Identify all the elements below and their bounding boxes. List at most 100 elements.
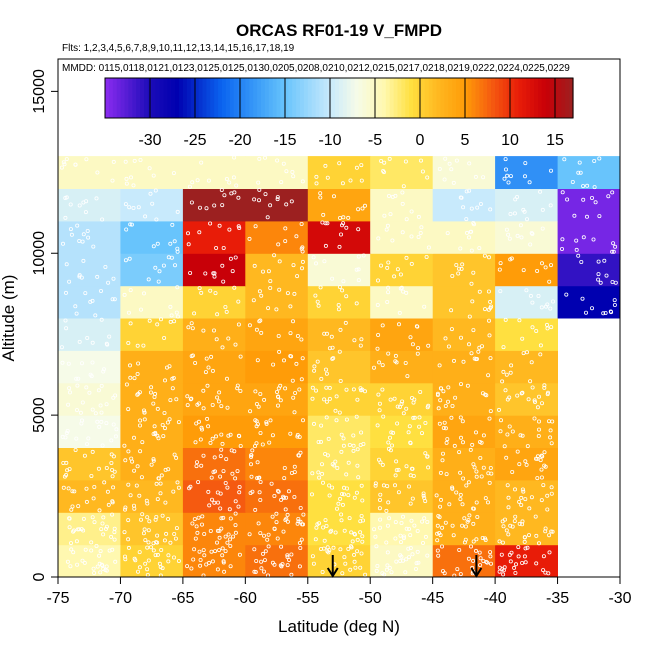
sample-point bbox=[218, 454, 223, 459]
sample-point bbox=[276, 333, 281, 338]
sample-point bbox=[540, 207, 545, 212]
sample-point bbox=[69, 547, 74, 552]
sample-point bbox=[111, 422, 116, 427]
colorbar-segment bbox=[514, 78, 519, 118]
sample-point bbox=[256, 404, 261, 409]
y-tick-label: 15000 bbox=[31, 69, 48, 114]
sample-point bbox=[142, 417, 147, 422]
sample-point bbox=[227, 227, 232, 232]
sample-point bbox=[145, 545, 150, 550]
sample-point bbox=[339, 518, 344, 523]
sample-point bbox=[560, 246, 565, 251]
colorbar-segment bbox=[198, 78, 204, 118]
sample-point bbox=[318, 439, 323, 444]
sample-point bbox=[393, 520, 398, 525]
sample-point bbox=[602, 258, 607, 263]
sample-point bbox=[438, 398, 443, 403]
colorbar-segment bbox=[354, 78, 360, 118]
sample-point bbox=[467, 513, 472, 518]
heatmap-cell bbox=[557, 253, 621, 287]
sample-point bbox=[91, 566, 96, 571]
sample-point bbox=[378, 263, 383, 268]
sample-point bbox=[352, 532, 357, 537]
sample-point bbox=[212, 274, 217, 279]
sample-point bbox=[97, 508, 102, 513]
sample-point bbox=[334, 418, 339, 423]
sample-point bbox=[458, 246, 463, 251]
sample-point bbox=[232, 155, 237, 160]
sample-point bbox=[75, 383, 80, 388]
heatmap-cell bbox=[58, 285, 121, 319]
sample-point bbox=[499, 552, 504, 557]
sample-point bbox=[375, 278, 380, 283]
sample-point bbox=[160, 513, 165, 518]
sample-point bbox=[312, 368, 317, 373]
sample-point bbox=[339, 432, 344, 437]
sample-point bbox=[350, 539, 355, 544]
sample-point bbox=[283, 239, 288, 244]
sample-point bbox=[338, 547, 343, 552]
sample-point bbox=[62, 162, 67, 167]
sample-point bbox=[464, 217, 469, 222]
sample-point bbox=[333, 408, 338, 413]
sample-point bbox=[138, 449, 143, 454]
sample-point bbox=[406, 546, 411, 551]
heatmap-cell bbox=[58, 253, 121, 287]
sample-point bbox=[518, 433, 523, 438]
sample-point bbox=[425, 553, 430, 558]
sample-point bbox=[376, 392, 381, 397]
colorbar-segment bbox=[487, 78, 492, 118]
sample-point bbox=[256, 198, 261, 203]
sample-point bbox=[66, 402, 71, 407]
colorbar-segment bbox=[545, 78, 551, 118]
sample-point bbox=[574, 238, 579, 243]
sample-point bbox=[403, 159, 408, 164]
sample-point bbox=[387, 516, 392, 521]
sample-point bbox=[458, 497, 463, 502]
sample-point bbox=[538, 343, 543, 348]
sample-point bbox=[136, 361, 141, 366]
heatmap-cell bbox=[432, 350, 496, 384]
sample-point bbox=[550, 529, 555, 534]
sample-point bbox=[352, 552, 357, 557]
colorbar-segment bbox=[300, 78, 305, 118]
sample-point bbox=[100, 217, 105, 222]
colorbar-segment bbox=[541, 78, 547, 118]
sample-point bbox=[460, 523, 465, 528]
sample-point bbox=[324, 524, 329, 529]
sample-point bbox=[138, 517, 143, 522]
sample-point bbox=[542, 450, 547, 455]
heatmap-cell bbox=[182, 350, 246, 384]
sample-point bbox=[175, 209, 180, 214]
sample-point bbox=[290, 319, 295, 324]
sample-point bbox=[435, 548, 440, 553]
sample-point bbox=[501, 524, 506, 529]
sample-point bbox=[145, 501, 150, 506]
x-tick-label: -70 bbox=[109, 590, 132, 607]
sample-point bbox=[247, 236, 252, 241]
sample-point bbox=[89, 473, 94, 478]
sample-point bbox=[457, 548, 462, 553]
sample-point bbox=[610, 190, 615, 195]
sample-point bbox=[192, 517, 197, 522]
heatmap-cell bbox=[432, 285, 496, 319]
colorbar-segment bbox=[249, 78, 254, 118]
sample-point bbox=[387, 435, 392, 440]
sample-point bbox=[72, 489, 77, 494]
sample-point bbox=[408, 501, 413, 506]
sample-point bbox=[93, 313, 98, 318]
sample-point bbox=[260, 269, 265, 274]
heatmap-cell bbox=[432, 253, 496, 287]
sample-point bbox=[221, 245, 226, 250]
heatmap-cell bbox=[182, 188, 246, 222]
sample-point bbox=[474, 469, 479, 474]
sample-point bbox=[92, 520, 97, 525]
sample-point bbox=[319, 376, 324, 381]
colorbar-segment bbox=[569, 78, 574, 118]
sample-point bbox=[238, 443, 243, 448]
sample-point bbox=[466, 342, 471, 347]
heatmap-cell bbox=[120, 318, 184, 351]
sample-point bbox=[541, 483, 546, 488]
sample-point bbox=[337, 244, 342, 249]
sample-point bbox=[613, 244, 618, 249]
